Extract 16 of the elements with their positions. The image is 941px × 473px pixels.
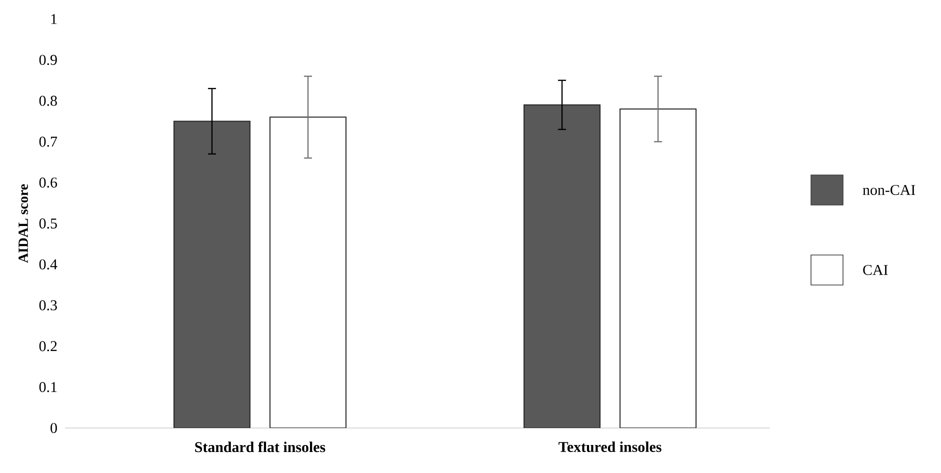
y-tick-label: 0.7 [39, 136, 58, 147]
y-tick-label: 0.2 [39, 341, 57, 352]
legend-label: non-CAI [862, 184, 916, 196]
y-tick-label: 0.5 [39, 218, 57, 229]
x-tick-label: Standard flat insoles [195, 442, 326, 452]
x-tick-label: Textured insoles [558, 442, 662, 452]
y-tick-label: 1 [51, 14, 57, 24]
y-tick-label: 0.3 [39, 300, 57, 310]
y-tick-label: 0.4 [39, 259, 58, 270]
text: CAI [863, 264, 888, 276]
y-tick-label: 0.6 [39, 178, 58, 188]
y-tick-label: 0 [50, 422, 57, 434]
y-tick-label: 0.1 [39, 382, 57, 392]
y-tick-label: 0.8 [39, 96, 57, 106]
y-axis-title: AIDAL score [18, 184, 28, 263]
y-tick-label: 0.9 [39, 54, 57, 65]
